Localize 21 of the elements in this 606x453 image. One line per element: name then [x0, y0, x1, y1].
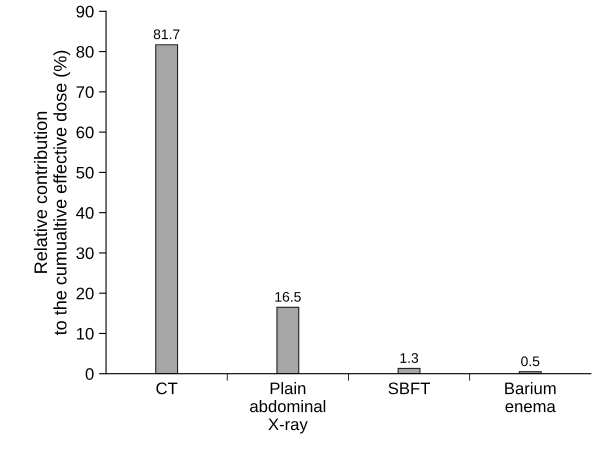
- data-label: 16.5: [275, 292, 301, 302]
- y-tick-label: 40: [76, 207, 94, 219]
- x-tick-label: CT: [156, 382, 178, 394]
- y-tick-label: 30: [76, 247, 94, 260]
- y-tick-label: 70: [76, 86, 94, 98]
- data-label: 81.7: [154, 29, 180, 40]
- data-label: 0.5: [521, 356, 540, 366]
- bar: [276, 306, 300, 374]
- x-tick-label: Barium enema: [505, 382, 556, 412]
- y-tick-label: 80: [76, 46, 94, 58]
- data-label: 1.3: [400, 353, 418, 363]
- x-tick-label: Plain abdominal X-ray: [250, 382, 326, 434]
- x-tick-label: SBFT: [388, 382, 430, 394]
- y-tick-label: 50: [76, 166, 94, 179]
- bar: [155, 44, 178, 374]
- y-tick-label: 20: [76, 288, 94, 300]
- y-tick-label: 90: [76, 6, 94, 18]
- y-tick-label: 60: [76, 126, 94, 138]
- y-axis-title: Relative contribution to the cumualtive effective dose (%): [34, 50, 70, 336]
- y-tick-label: 0: [86, 368, 94, 380]
- y-tick-label: 10: [76, 328, 94, 340]
